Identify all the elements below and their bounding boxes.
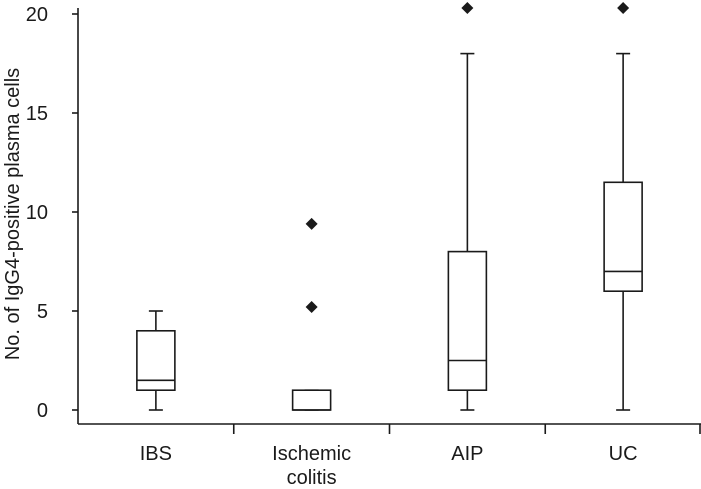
y-tick-label: 0: [37, 400, 48, 422]
outlier-point: [305, 301, 318, 314]
y-tick-label: 5: [37, 301, 48, 323]
x-category-label: Ischemic colitis: [272, 443, 351, 489]
box-group: [136, 310, 176, 411]
y-axis: 0 5 10 15 20: [26, 4, 79, 424]
y-tick-label: 10: [26, 202, 48, 224]
y-tick-label: 15: [26, 103, 48, 125]
box: [603, 181, 643, 293]
x-category-label: AIP: [451, 443, 483, 465]
outlier-point: [461, 2, 474, 15]
x-axis: IBS Ischemic colitis AIP UC: [78, 423, 701, 489]
y-axis-title: No. of IgG4-positive plasma cells: [2, 68, 24, 360]
outlier-point: [305, 217, 318, 230]
box-group: [603, 2, 643, 411]
x-category-label: UC: [609, 443, 638, 465]
x-category-label: IBS: [140, 443, 172, 465]
box-group: [291, 217, 332, 411]
y-tick-label: 20: [26, 4, 48, 26]
plot-area: [136, 2, 643, 411]
box: [291, 389, 332, 411]
outlier-point: [617, 2, 630, 15]
box: [447, 250, 488, 392]
box: [136, 329, 176, 391]
box-group: [447, 2, 488, 411]
